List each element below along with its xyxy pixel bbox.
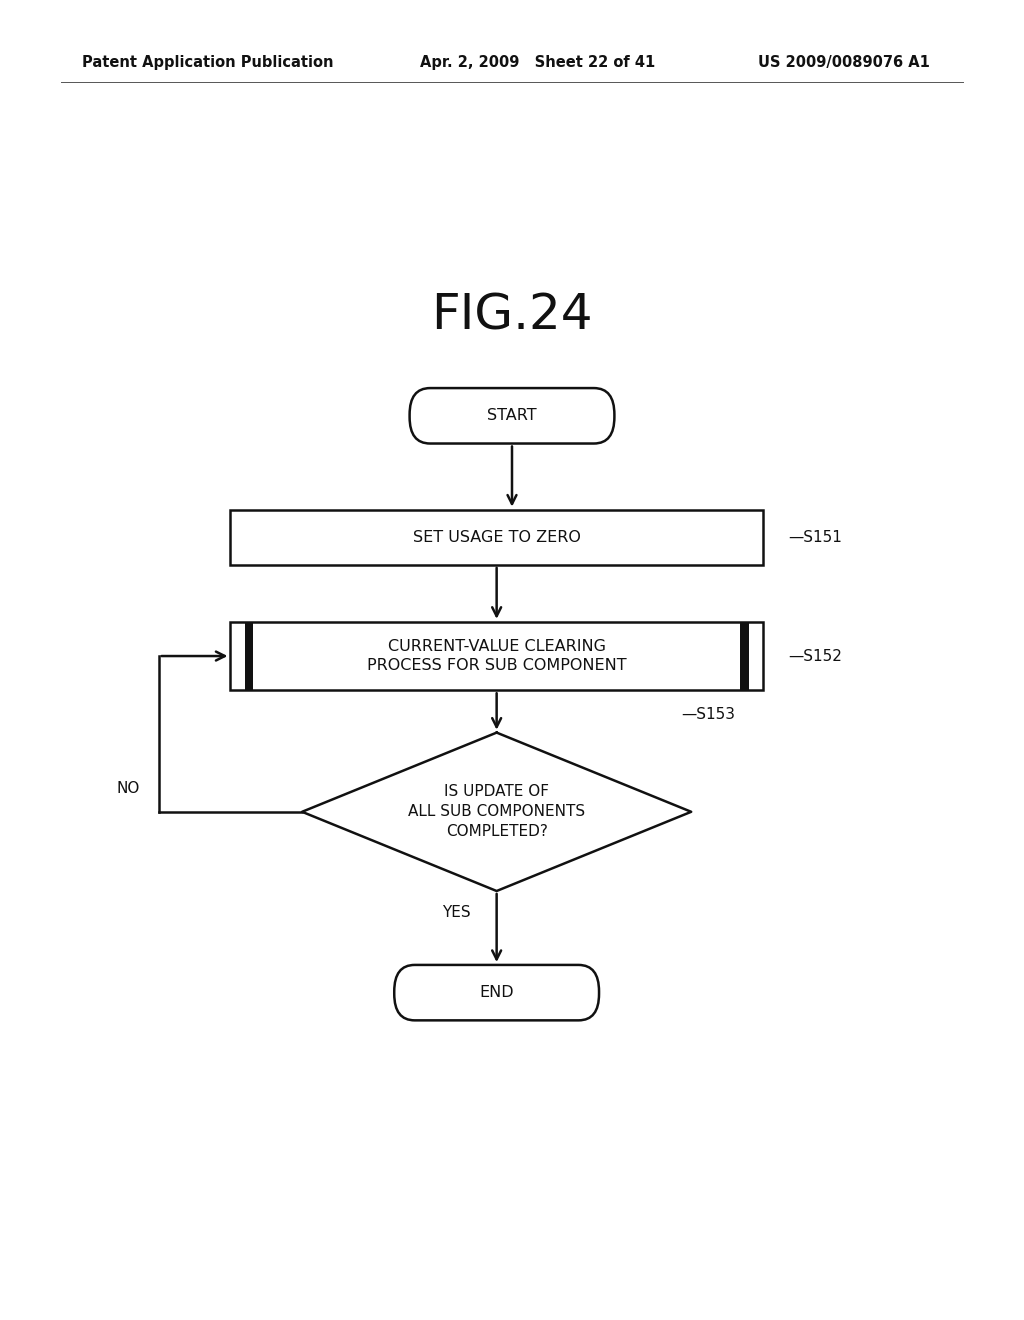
Text: IS UPDATE OF
ALL SUB COMPONENTS
COMPLETED?: IS UPDATE OF ALL SUB COMPONENTS COMPLETE… — [409, 784, 585, 840]
Text: —S151: —S151 — [788, 529, 843, 545]
Bar — [740, 622, 749, 690]
FancyBboxPatch shape — [410, 388, 614, 444]
Text: US 2009/0089076 A1: US 2009/0089076 A1 — [758, 54, 930, 70]
Text: SET USAGE TO ZERO: SET USAGE TO ZERO — [413, 529, 581, 545]
Text: YES: YES — [442, 904, 471, 920]
FancyBboxPatch shape — [394, 965, 599, 1020]
Text: FIG.24: FIG.24 — [431, 290, 593, 339]
Text: —S153: —S153 — [681, 708, 735, 722]
Text: Patent Application Publication: Patent Application Publication — [82, 54, 334, 70]
Bar — [230, 510, 763, 565]
Text: END: END — [479, 985, 514, 1001]
Text: NO: NO — [117, 781, 140, 796]
Polygon shape — [302, 733, 691, 891]
Text: Apr. 2, 2009   Sheet 22 of 41: Apr. 2, 2009 Sheet 22 of 41 — [420, 54, 655, 70]
Text: —S152: —S152 — [788, 648, 843, 664]
Text: CURRENT-VALUE CLEARING
PROCESS FOR SUB COMPONENT: CURRENT-VALUE CLEARING PROCESS FOR SUB C… — [367, 639, 627, 673]
Bar — [230, 622, 763, 690]
Bar — [245, 622, 253, 690]
Text: START: START — [487, 408, 537, 424]
